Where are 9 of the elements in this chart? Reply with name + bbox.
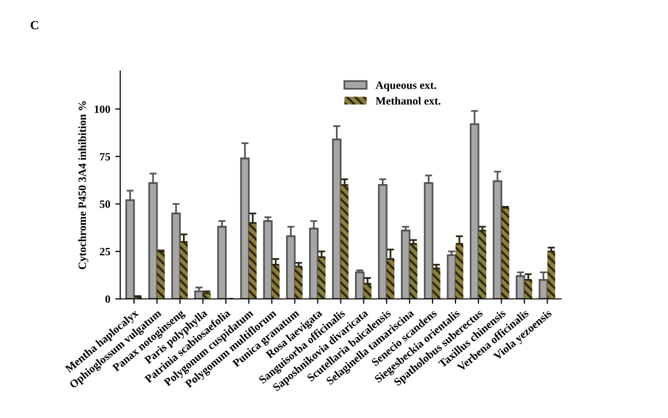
y-axis-title: Cytochrome P450 3A4 inhibition % (78, 101, 88, 270)
legend-label: Methanol ext. (376, 96, 440, 105)
y-tick-label: 50 (100, 200, 110, 208)
y-tick-label: 100 (94, 105, 110, 113)
y-tick-label: 0 (105, 295, 110, 303)
y-tick-label: 25 (100, 248, 110, 256)
chart-title: C (30, 20, 38, 30)
y-tick-label: 75 (100, 153, 110, 160)
legend-label: Aqueous ext. (376, 82, 436, 92)
